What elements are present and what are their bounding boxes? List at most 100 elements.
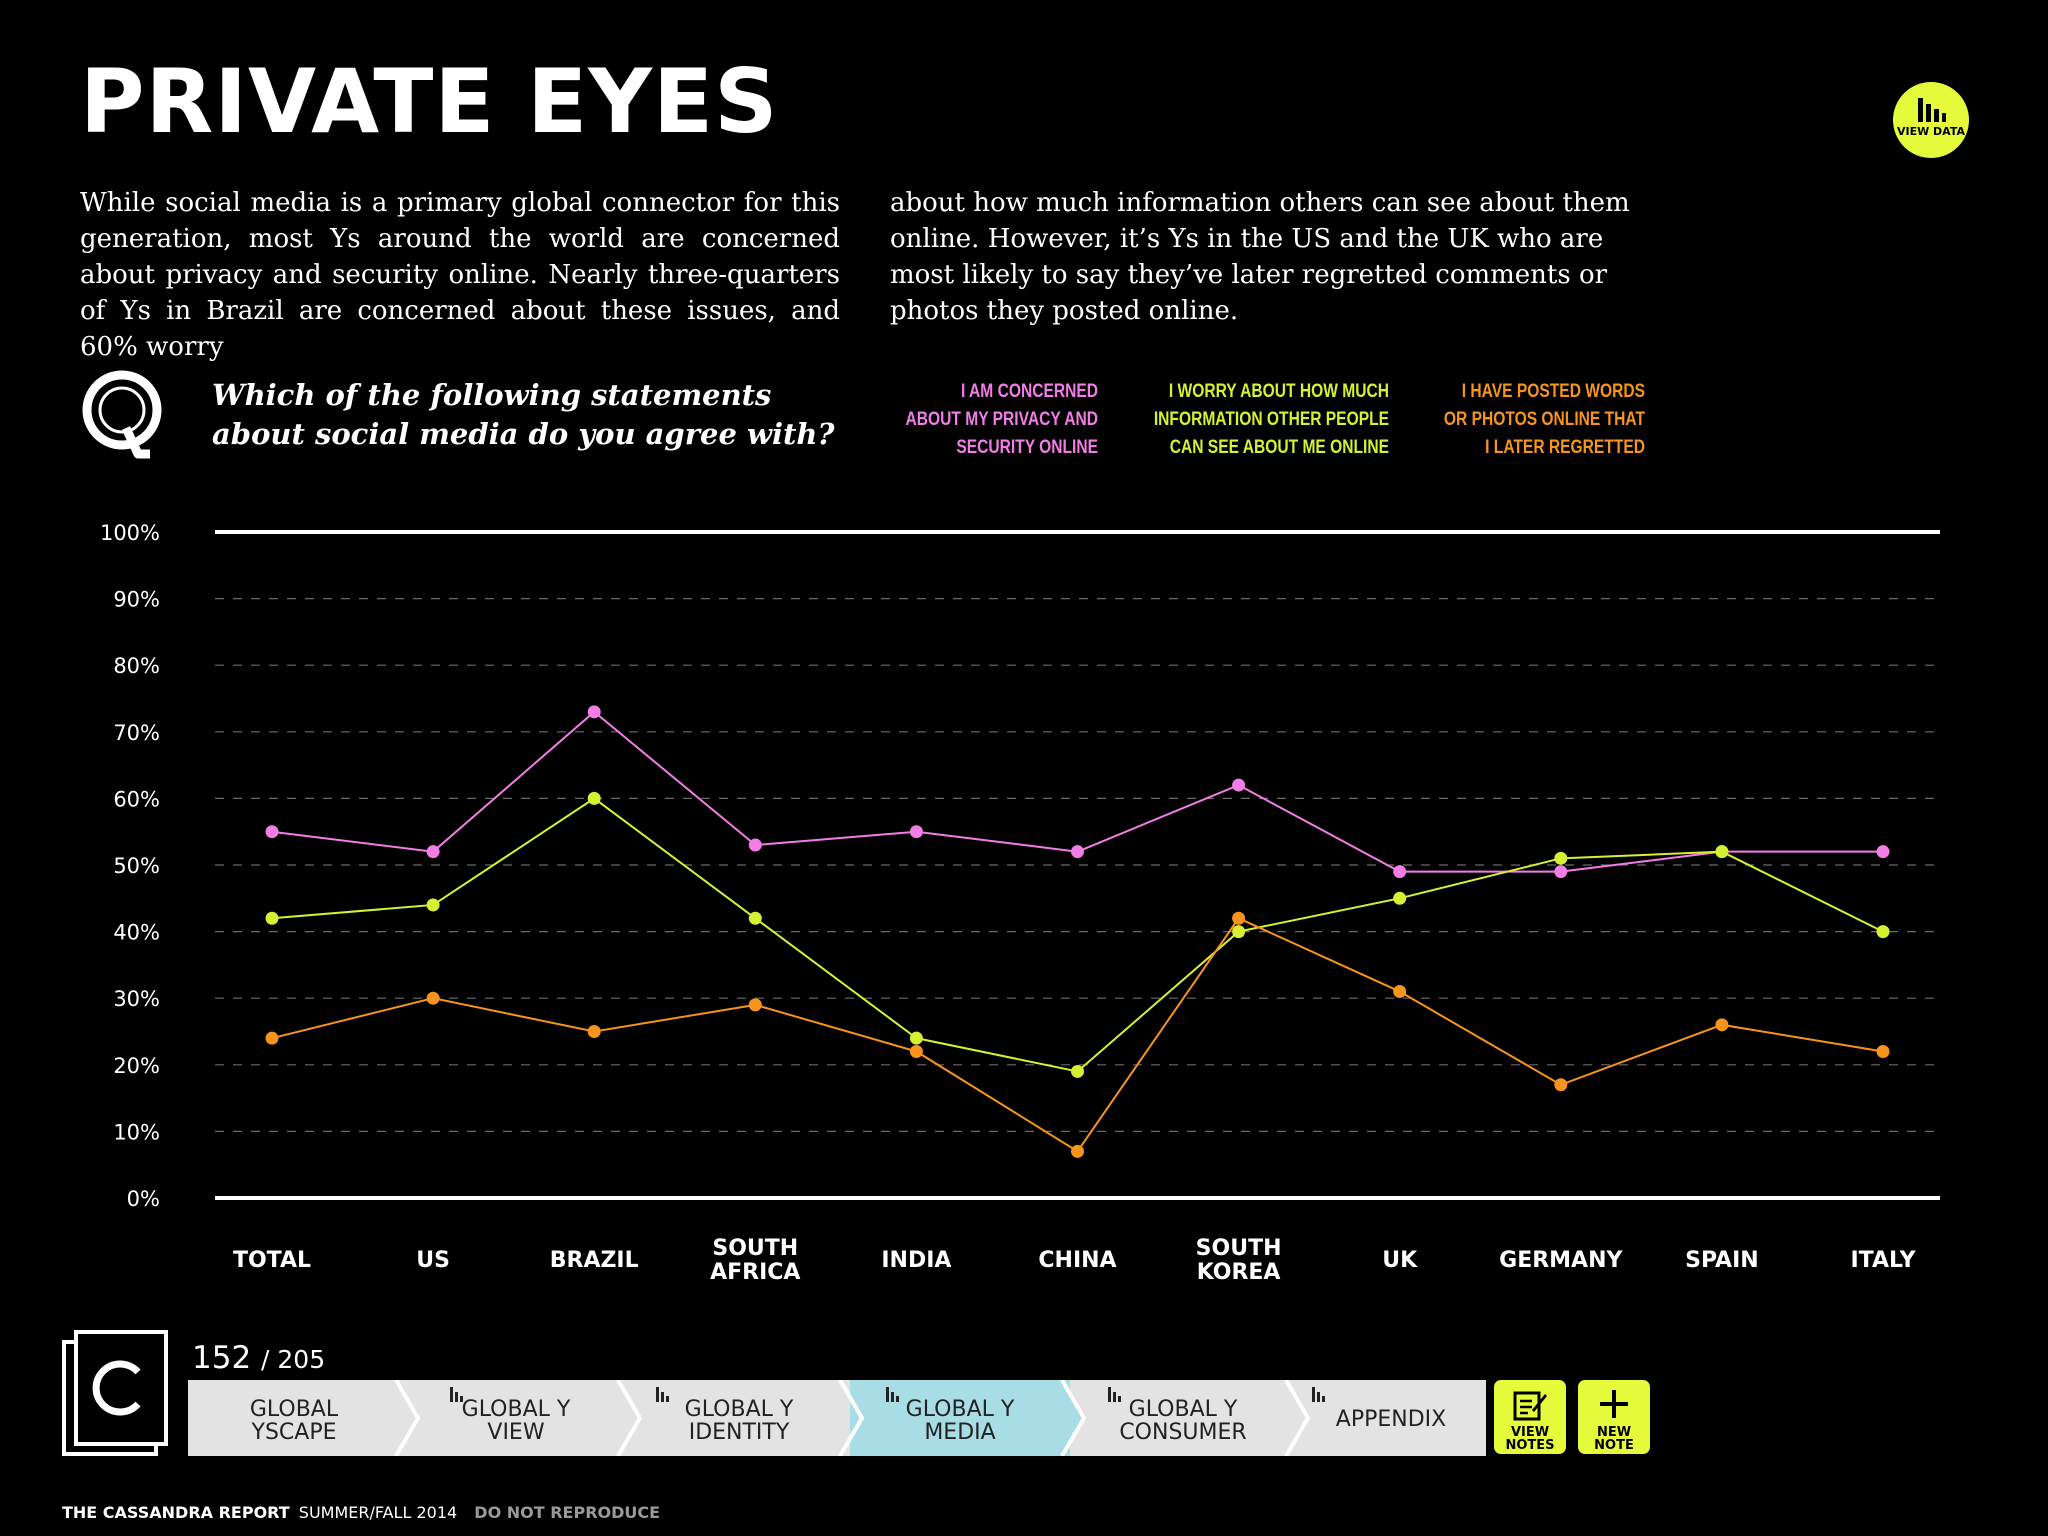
- tab-label: APPENDIX: [1335, 1407, 1447, 1432]
- plus-icon: [1600, 1390, 1628, 1418]
- bar-chart-icon: [1918, 98, 1946, 122]
- data-point: [587, 791, 601, 805]
- view-data-label: VIEW DATA: [1896, 125, 1966, 138]
- data-point: [748, 838, 762, 852]
- y-tick-label: 40%: [113, 921, 160, 945]
- data-point: [426, 845, 440, 859]
- bar-chart-icon: [886, 1387, 899, 1402]
- series-line-3: [271, 917, 1884, 1153]
- question-text: Which of the following statements about …: [212, 376, 834, 454]
- bar-chart-icon: [656, 1387, 669, 1402]
- tab-separator: [394, 1380, 421, 1456]
- legend-line: I WORRY ABOUT HOW MUCH: [1168, 381, 1389, 402]
- x-tick-label: CHINA: [1038, 1248, 1116, 1273]
- data-point: [1554, 1078, 1568, 1092]
- data-point: [426, 898, 440, 912]
- y-tick-label: 0%: [127, 1187, 160, 1211]
- data-point: [909, 1031, 923, 1045]
- data-point: [1071, 1144, 1084, 1158]
- question-line-2: about social media do you agree with?: [212, 417, 835, 451]
- data-point: [748, 911, 762, 925]
- page-title: PRIVATE EYES: [80, 50, 779, 153]
- new-note-label: NEW NOTE: [1594, 1425, 1634, 1453]
- series-line-2: [271, 797, 1884, 1073]
- x-tick-label: BRAZIL: [550, 1248, 639, 1273]
- x-tick-label: SOUTH AFRICA: [710, 1236, 800, 1285]
- page-current: 152: [192, 1340, 252, 1376]
- y-tick-label: 60%: [113, 787, 160, 811]
- bar-chart-icon: [1108, 1387, 1121, 1402]
- page-total: / 205: [261, 1345, 326, 1374]
- data-point: [1393, 985, 1407, 999]
- data-point: [1393, 865, 1407, 879]
- data-point: [1715, 845, 1729, 859]
- tab-global-y-identity[interactable]: GLOBAL Y IDENTITY: [628, 1380, 850, 1456]
- y-tick-label: 50%: [113, 854, 160, 878]
- legend-line: CAN SEE ABOUT ME ONLINE: [1169, 437, 1389, 458]
- legend-line: SECURITY ONLINE: [956, 437, 1098, 458]
- tab-label: GLOBAL Y CONSUMER: [1119, 1397, 1247, 1445]
- tab-label: GLOBAL YSCAPE: [249, 1397, 339, 1445]
- legend-item-information: I WORRY ABOUT HOW MUCH INFORMATION OTHER…: [1103, 378, 1389, 462]
- x-tick-label: GERMANY: [1499, 1248, 1623, 1273]
- tab-separator: [616, 1380, 643, 1456]
- data-point: [1071, 1064, 1084, 1078]
- y-tick-label: 10%: [113, 1120, 160, 1144]
- legend-item-regretted: I HAVE POSTED WORDS OR PHOTOS ONLINE THA…: [1362, 378, 1645, 462]
- tab-appendix[interactable]: APPENDIX: [1296, 1380, 1486, 1456]
- legend-line: ABOUT MY PRIVACY AND: [905, 409, 1098, 430]
- legend-line: I LATER REGRETTED: [1485, 437, 1645, 458]
- tab-label: GLOBAL Y VIEW: [461, 1397, 571, 1445]
- data-point: [265, 825, 279, 839]
- x-tick-label: ITALY: [1850, 1248, 1916, 1273]
- section-nav: GLOBAL YSCAPE GLOBAL Y VIEW GLOBAL Y IDE…: [188, 1380, 1486, 1456]
- view-data-button[interactable]: VIEW DATA: [1893, 82, 1969, 158]
- data-point: [909, 825, 923, 839]
- data-point: [1876, 1044, 1890, 1058]
- data-point: [909, 1044, 923, 1058]
- page-number: 152 / 205: [192, 1340, 325, 1376]
- data-point: [748, 998, 762, 1012]
- view-notes-button[interactable]: VIEW NOTES: [1494, 1380, 1566, 1454]
- line-chart: 0% 10% 20% 30% 40% 50% 60% 70% 80% 90% 100% TOTAL US…: [100, 521, 1940, 1285]
- y-tick-label: 30%: [113, 987, 160, 1011]
- data-point: [1715, 1018, 1729, 1032]
- legend-line: OR PHOTOS ONLINE THAT: [1443, 409, 1645, 430]
- data-point: [1876, 925, 1890, 939]
- question-q-icon: [82, 370, 162, 459]
- data-point: [1554, 865, 1568, 879]
- x-tick-label: UK: [1382, 1248, 1418, 1273]
- tab-label: GLOBAL Y IDENTITY: [684, 1397, 794, 1445]
- tab-global-y-media[interactable]: GLOBAL Y MEDIA: [850, 1380, 1070, 1456]
- data-point: [1876, 845, 1890, 859]
- x-tick-label: US: [416, 1248, 450, 1273]
- footer-notice: DO NOT REPRODUCE: [474, 1503, 661, 1522]
- x-tick-label: SOUTH KOREA: [1196, 1236, 1282, 1285]
- legend-line: I AM CONCERNED: [960, 381, 1098, 402]
- intro-text-right: about how much information others can se…: [890, 188, 1630, 326]
- data-point: [1232, 911, 1246, 925]
- new-note-button[interactable]: NEW NOTE: [1578, 1380, 1650, 1454]
- tab-global-y-consumer[interactable]: GLOBAL Y CONSUMER: [1072, 1380, 1294, 1456]
- data-point: [426, 991, 440, 1005]
- tab-global-yscape[interactable]: GLOBAL YSCAPE: [188, 1380, 400, 1456]
- question-line-1: Which of the following statements: [212, 378, 772, 412]
- legend-item-privacy: I AM CONCERNED ABOUT MY PRIVACY AND SECU…: [854, 378, 1098, 462]
- y-tick-label: 90%: [113, 588, 160, 612]
- data-point: [587, 1025, 601, 1038]
- x-tick-label: TOTAL: [233, 1248, 311, 1273]
- tab-separator: [1284, 1380, 1311, 1456]
- data-point: [587, 705, 601, 719]
- footer-brand: THE CASSANDRA REPORT: [62, 1503, 290, 1522]
- tab-separator: [838, 1380, 865, 1456]
- data-point: [265, 911, 279, 925]
- x-tick-label: INDIA: [881, 1248, 951, 1273]
- y-tick-label: 80%: [113, 654, 160, 678]
- footer-edition: SUMMER/FALL 2014: [298, 1503, 458, 1522]
- legend-line: I HAVE POSTED WORDS: [1461, 381, 1645, 402]
- data-point: [265, 1031, 279, 1045]
- cassandra-logo: [62, 1330, 168, 1456]
- tab-label: GLOBAL Y MEDIA: [905, 1397, 1015, 1445]
- tab-global-y-view[interactable]: GLOBAL Y VIEW: [406, 1380, 626, 1456]
- tab-separator: [1060, 1380, 1087, 1456]
